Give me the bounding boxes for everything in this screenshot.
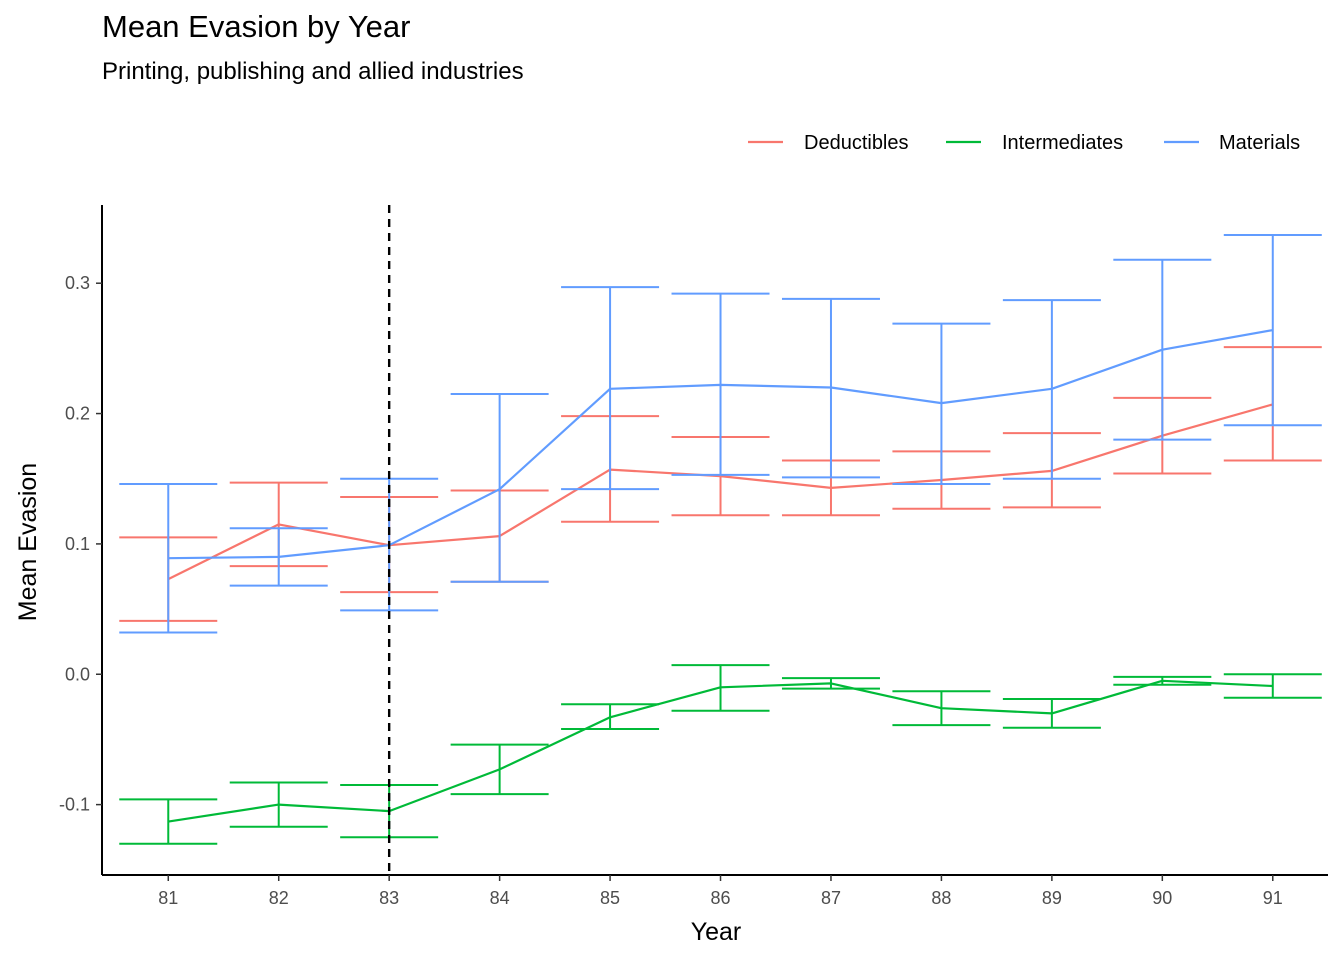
x-tick-label: 85 — [600, 888, 620, 908]
x-tick-label: 88 — [931, 888, 951, 908]
series-materials — [119, 233, 1322, 634]
x-tick-label: 89 — [1042, 888, 1062, 908]
chart-subtitle: Printing, publishing and allied industri… — [102, 58, 524, 85]
error-bar-intermediates-81 — [119, 798, 218, 845]
legend-label-deductibles: Deductibles — [804, 132, 909, 154]
x-axis-title: Year — [691, 918, 742, 946]
legend-item-deductibles: Deductibles — [748, 132, 909, 154]
legend-label-materials: Materials — [1219, 132, 1300, 154]
x-tick-label: 86 — [711, 888, 731, 908]
x-tick-label: 91 — [1263, 888, 1283, 908]
error-bar-materials-81 — [119, 482, 218, 634]
y-tick-label: 0.3 — [65, 273, 90, 293]
x-tick-label: 90 — [1152, 888, 1172, 908]
series-intermediates — [119, 664, 1322, 845]
chart-title: Mean Evasion by Year — [102, 9, 411, 44]
x-tick-label: 82 — [269, 888, 289, 908]
plot-area — [119, 205, 1322, 875]
series-line-materials — [168, 329, 1273, 560]
x-tick-label: 81 — [158, 888, 178, 908]
legend-label-intermediates: Intermediates — [1002, 132, 1123, 154]
x-tick-label: 84 — [490, 888, 510, 908]
x-tick-label: 83 — [379, 888, 399, 908]
series-line-deductibles — [167, 403, 1274, 581]
legend-item-intermediates: Intermediates — [946, 132, 1123, 154]
y-tick-label: -0.1 — [59, 795, 90, 815]
y-tick-label: 0.2 — [65, 404, 90, 424]
legend-item-materials: Materials — [1164, 132, 1300, 154]
axes: -0.1 0.0 0.1 0.2 0.3 81 82 83 84 85 86 87 88 89 90 91 — [59, 205, 1328, 908]
legend: Deductibles Intermediates Materials — [748, 132, 1300, 154]
y-tick-label: 0.0 — [65, 664, 90, 684]
y-axis-title: Mean Evasion — [14, 463, 42, 621]
x-tick-label: 87 — [821, 888, 841, 908]
y-tick-label: 0.1 — [65, 534, 90, 554]
series-line-intermediates — [168, 679, 1273, 823]
series-deductibles — [119, 346, 1322, 622]
